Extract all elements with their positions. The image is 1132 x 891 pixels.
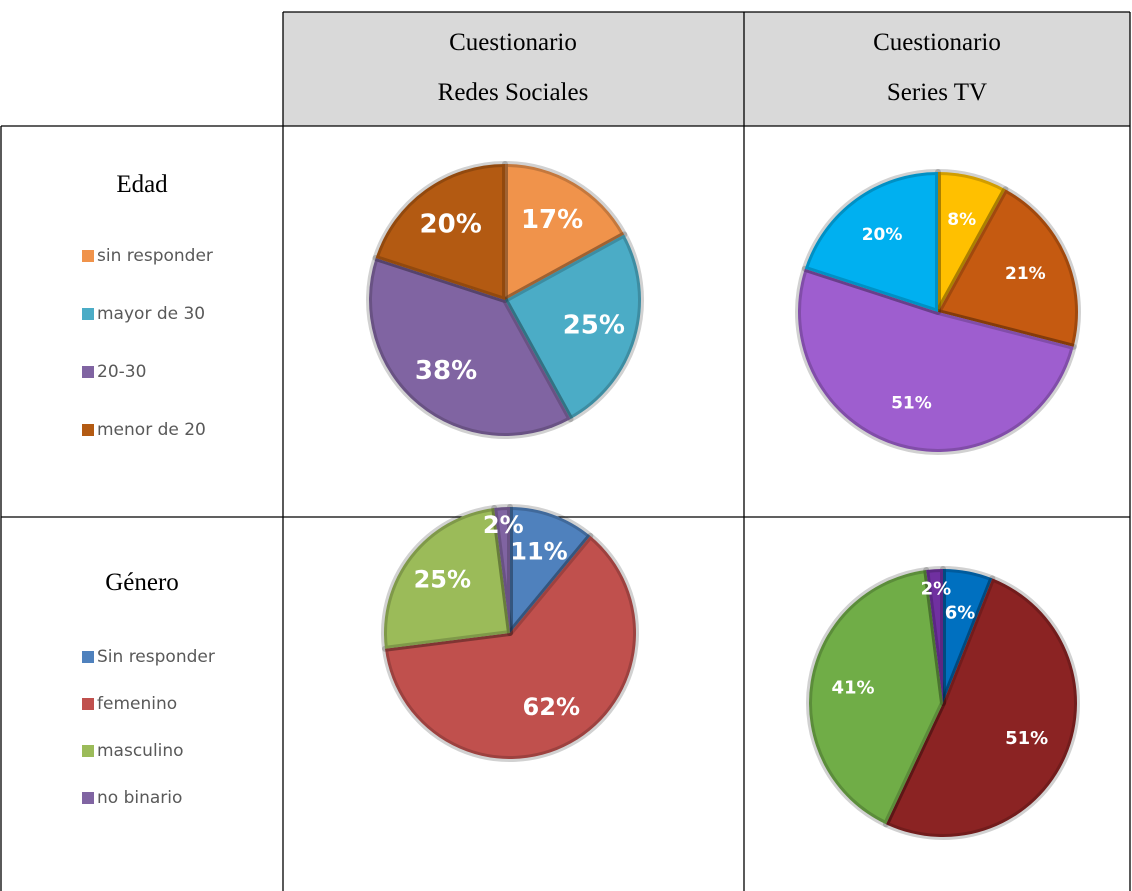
pie-slice bbox=[795, 265, 1077, 456]
legend-swatch bbox=[82, 308, 94, 320]
legend-swatch bbox=[82, 250, 94, 262]
pie-slice bbox=[372, 161, 508, 303]
slice-label: 6% bbox=[945, 602, 976, 623]
slice-label: 41% bbox=[831, 678, 874, 699]
legend-label: Sin responder bbox=[97, 647, 215, 667]
slice-label: 51% bbox=[1005, 728, 1048, 749]
slice-label: 11% bbox=[510, 537, 567, 565]
pie-slice bbox=[381, 504, 513, 652]
pie-slice bbox=[502, 231, 644, 423]
legend-swatch bbox=[82, 651, 94, 663]
slice-label: 2% bbox=[483, 511, 524, 539]
legend-label: masculino bbox=[97, 741, 184, 761]
legend-label: no binario bbox=[97, 788, 182, 808]
pie-slice bbox=[923, 566, 946, 706]
legend-swatch bbox=[82, 745, 94, 757]
legend-label: menor de 20 bbox=[97, 420, 206, 440]
pie-slice bbox=[940, 566, 996, 706]
slice-label: 21% bbox=[1005, 264, 1046, 284]
pie-slice bbox=[882, 575, 1080, 840]
pie-slice bbox=[381, 532, 639, 762]
slice-label: 38% bbox=[415, 356, 477, 386]
legend-swatch bbox=[82, 366, 94, 378]
legend-swatch bbox=[82, 698, 94, 710]
pie-slice bbox=[507, 504, 594, 636]
header: Cuestionario bbox=[873, 29, 1001, 56]
legend-label: mayor de 30 bbox=[97, 304, 205, 324]
header: Redes Sociales bbox=[438, 79, 589, 106]
pie-slice bbox=[935, 186, 1081, 350]
pie-slice bbox=[491, 504, 513, 636]
pie-slice bbox=[806, 567, 946, 828]
slice-label: 62% bbox=[523, 693, 580, 721]
legend-swatch bbox=[82, 424, 94, 436]
slice-label: 20% bbox=[420, 210, 482, 240]
slice-label: 8% bbox=[947, 210, 976, 230]
pie-slice bbox=[801, 169, 941, 315]
slice-label: 20% bbox=[862, 225, 903, 245]
slice-label: 2% bbox=[921, 578, 952, 599]
legend-swatch bbox=[82, 792, 94, 804]
header: Cuestionario bbox=[449, 29, 577, 56]
slice-label: 25% bbox=[563, 310, 625, 340]
slice-label: 51% bbox=[891, 393, 932, 413]
pie-slice bbox=[935, 169, 1009, 315]
table-grid bbox=[0, 11, 1131, 891]
pie-slice bbox=[502, 161, 628, 303]
legend-label: sin responder bbox=[97, 246, 213, 266]
pie-slice bbox=[366, 254, 574, 439]
legend-label: femenino bbox=[97, 694, 177, 714]
row-label: Edad bbox=[116, 171, 168, 198]
legend-label: 20-30 bbox=[97, 362, 146, 382]
slice-label: 17% bbox=[521, 205, 583, 235]
header-bg bbox=[283, 12, 1130, 126]
header: Series TV bbox=[887, 79, 987, 106]
row-label: Género bbox=[105, 569, 179, 596]
slice-label: 25% bbox=[414, 565, 471, 593]
